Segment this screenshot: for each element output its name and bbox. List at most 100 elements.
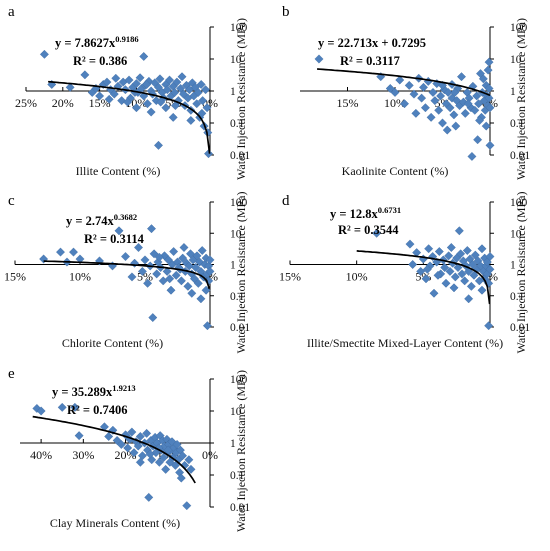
data-point (416, 266, 426, 276)
data-point (183, 281, 193, 291)
data-point (162, 266, 172, 276)
data-point (385, 83, 395, 93)
data-point (456, 249, 466, 259)
x-tick-label: 15% (337, 96, 359, 110)
data-point (168, 112, 178, 122)
data-point (404, 80, 414, 90)
data-point (117, 96, 127, 106)
data-point (170, 87, 180, 97)
data-point (469, 270, 479, 280)
data-point (121, 252, 130, 262)
data-point (434, 247, 444, 257)
trend-line (356, 250, 491, 305)
data-point (444, 251, 454, 261)
panel-label: a (8, 4, 15, 20)
data-point (450, 87, 460, 97)
y-tick-label: 0.01 (510, 322, 530, 334)
data-point (147, 455, 157, 465)
data-point (446, 243, 456, 252)
x-tick-label: 20% (52, 96, 74, 110)
data-point (179, 243, 189, 252)
data-point (153, 140, 163, 150)
fit-equation: y = 7.8627x0.9186 (55, 34, 139, 50)
trend-line (317, 68, 491, 97)
data-point (372, 228, 382, 238)
r-squared: R² = 0.3114 (84, 232, 145, 246)
y-tick-label: 0.1 (230, 470, 245, 482)
data-point (111, 73, 121, 83)
data-point (422, 264, 432, 274)
data-point (142, 428, 152, 438)
data-point (121, 430, 131, 440)
y-axis-label: Water Injection Resistance (MPa) (234, 192, 248, 354)
fit-equation: y = 2.74x0.3682 (66, 212, 137, 228)
data-point (161, 103, 171, 113)
data-point (116, 439, 126, 449)
data-point (114, 226, 124, 236)
data-point (467, 151, 477, 161)
data-point (176, 473, 186, 483)
data-point (420, 103, 430, 113)
data-point (484, 57, 494, 67)
data-point (197, 246, 207, 256)
y-tick-label: 0.1 (510, 118, 525, 130)
y-axis-label: Water Injection Resistance (MPa) (234, 18, 248, 180)
data-point (177, 72, 187, 82)
data-point (137, 266, 147, 276)
data-point (464, 266, 474, 276)
data-point (472, 91, 482, 101)
data-point (390, 87, 400, 97)
data-point (443, 87, 453, 97)
fit-equation: y = 35.289x1.9213 (52, 383, 136, 399)
data-point (205, 255, 215, 265)
data-point (102, 77, 112, 87)
data-point (205, 266, 215, 276)
y-axis-label: Water Injection Resistance (MPa) (514, 18, 528, 180)
data-point (135, 73, 145, 83)
data-point (426, 112, 436, 122)
data-point (109, 89, 119, 99)
data-point (201, 85, 211, 95)
data-point (162, 85, 172, 95)
data-point (196, 294, 206, 304)
y-tick-label: 1 (230, 438, 236, 450)
y-tick-label: 0.01 (510, 150, 530, 162)
y-tick-label: 10 (230, 54, 242, 66)
data-point (468, 81, 478, 91)
data-point (176, 276, 186, 286)
data-point (466, 281, 476, 291)
data-point (127, 272, 137, 282)
data-point (131, 103, 141, 113)
x-axis-label: Kaolinite Content (%) (342, 164, 449, 178)
data-point (408, 260, 418, 269)
data-point (409, 89, 419, 99)
r-squared: R² = 0.7406 (67, 403, 128, 417)
data-point (192, 251, 202, 261)
data-point (192, 99, 202, 109)
y-axis-label: Water Injection Resistance (MPa) (514, 192, 528, 354)
data-point (451, 121, 461, 131)
data-point (436, 91, 446, 101)
data-point (133, 441, 143, 451)
y-tick-label: 100 (510, 197, 528, 209)
y-tick-label: 10 (510, 54, 522, 66)
data-point (148, 313, 158, 323)
data-point (184, 261, 194, 271)
data-point (433, 270, 443, 280)
data-point (395, 75, 405, 85)
data-point (460, 108, 470, 118)
data-point (184, 455, 194, 465)
data-point (39, 49, 49, 59)
data-point (143, 278, 153, 288)
data-point (314, 54, 324, 64)
data-point (123, 443, 133, 453)
data-point (142, 79, 152, 89)
data-point (171, 270, 181, 280)
y-tick-label: 1 (230, 260, 236, 272)
data-point (197, 108, 207, 118)
trend-line (43, 260, 211, 290)
r-squared: R² = 0.3117 (340, 54, 400, 68)
data-point (159, 453, 169, 463)
data-point (166, 285, 176, 295)
